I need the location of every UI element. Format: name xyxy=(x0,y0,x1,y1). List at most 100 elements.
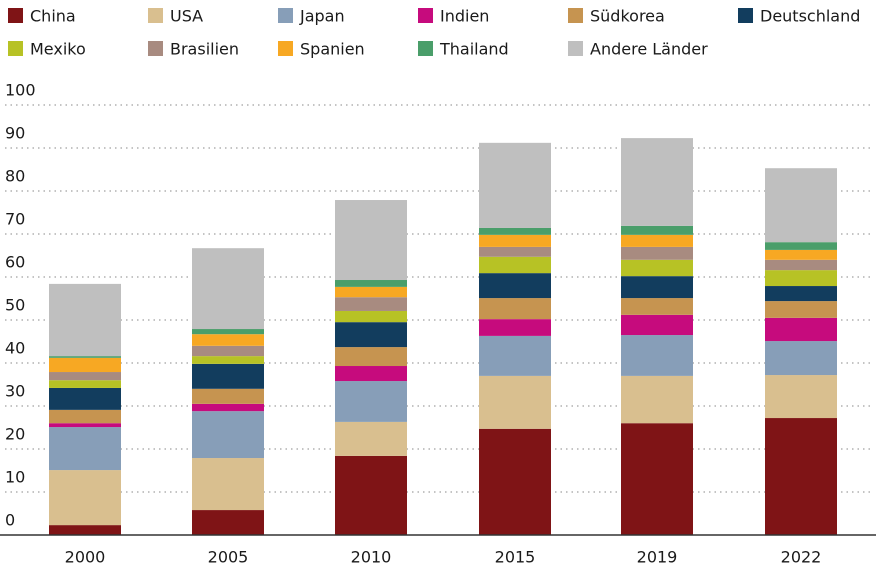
bar-segment xyxy=(479,227,551,235)
y-tick-label: 100 xyxy=(5,81,36,100)
bar-segment xyxy=(765,270,837,287)
bar-segment xyxy=(49,372,121,381)
bar-segment xyxy=(192,356,264,364)
bar-segment xyxy=(479,142,551,228)
bar-segment xyxy=(765,259,837,271)
bar-segment xyxy=(479,428,551,535)
legend-swatch xyxy=(8,8,23,23)
bar-segment xyxy=(765,375,837,419)
legend-swatch xyxy=(148,41,163,56)
bar-segment xyxy=(49,423,121,428)
bar-segment xyxy=(192,363,264,389)
legend-swatch xyxy=(568,8,583,23)
legend-swatch xyxy=(148,8,163,23)
y-tick-label: 10 xyxy=(5,468,25,487)
bar-segment xyxy=(192,248,264,330)
legend-label: Deutschland xyxy=(760,7,860,26)
bar-segment xyxy=(335,286,407,298)
bar-segment xyxy=(192,411,264,459)
y-tick-label: 40 xyxy=(5,339,25,358)
y-tick-label: 50 xyxy=(5,296,25,315)
bar-segment xyxy=(765,168,837,243)
bar-segment xyxy=(192,388,264,404)
bar-segment xyxy=(192,458,264,511)
bar-segment xyxy=(621,276,693,299)
bar-segment xyxy=(621,423,693,535)
y-tick-label: 60 xyxy=(5,253,25,272)
legend-swatch xyxy=(738,8,753,23)
legend-label: Spanien xyxy=(300,40,365,59)
bar-segment xyxy=(49,427,121,471)
bar-segment xyxy=(335,200,407,281)
legend-label: Südkorea xyxy=(590,7,665,26)
legend-label: China xyxy=(30,7,76,26)
bar-segment xyxy=(621,314,693,336)
legend-swatch xyxy=(278,41,293,56)
bar-segment xyxy=(49,356,121,358)
legend-swatch xyxy=(278,8,293,23)
bar-segment xyxy=(621,138,693,226)
bar-segment xyxy=(765,301,837,318)
bar-segment xyxy=(192,329,264,335)
bar-segment xyxy=(335,322,407,348)
bar-segment xyxy=(192,334,264,346)
bar-segment xyxy=(621,375,693,424)
y-tick-label: 20 xyxy=(5,425,25,444)
x-tick-label: 2010 xyxy=(351,548,392,567)
bar-segment xyxy=(765,341,837,376)
x-tick-label: 2000 xyxy=(65,548,106,567)
y-tick-label: 90 xyxy=(5,124,25,143)
bar-segment xyxy=(765,418,837,535)
bar-segment xyxy=(49,470,121,526)
y-tick-label: 80 xyxy=(5,167,25,186)
bar-segment xyxy=(49,525,121,535)
x-tick-label: 2022 xyxy=(781,548,822,567)
bar-segment xyxy=(621,335,693,376)
bar-segment xyxy=(49,380,121,388)
legend-label: Indien xyxy=(440,7,489,26)
bar-segment xyxy=(335,421,407,456)
bar-segment xyxy=(49,387,121,410)
bar-segment xyxy=(479,335,551,376)
bar-segment xyxy=(335,366,407,382)
bar-segment xyxy=(192,510,264,535)
bar-segment xyxy=(335,347,407,367)
legend-swatch xyxy=(418,41,433,56)
bar-segment xyxy=(479,234,551,247)
bar-segment xyxy=(335,297,407,311)
y-tick-label: 30 xyxy=(5,382,25,401)
bar-segment xyxy=(479,246,551,257)
legend-label: Thailand xyxy=(439,40,509,59)
x-tick-label: 2015 xyxy=(495,548,536,567)
bar-segment xyxy=(765,317,837,342)
bar-segment xyxy=(192,403,264,412)
bar-segment xyxy=(621,225,693,235)
legend-swatch xyxy=(418,8,433,23)
bar-segment xyxy=(765,286,837,302)
bar-segment xyxy=(621,246,693,260)
bar-segment xyxy=(335,381,407,422)
bar-segment xyxy=(765,249,837,260)
legend-swatch xyxy=(8,41,23,56)
bar-segment xyxy=(192,345,264,357)
y-tick-label: 70 xyxy=(5,210,25,229)
bar-segment xyxy=(621,298,693,315)
bar-segment xyxy=(479,375,551,429)
bar-segment xyxy=(49,409,121,424)
bar-segment xyxy=(765,242,837,250)
bar-segment xyxy=(479,256,551,274)
bar-segment xyxy=(49,283,121,357)
bar-segment xyxy=(335,310,407,323)
bar-segment xyxy=(621,259,693,277)
legend-label: Japan xyxy=(299,7,345,26)
legend-swatch xyxy=(568,41,583,56)
x-tick-label: 2019 xyxy=(637,548,678,567)
y-tick-label: 0 xyxy=(5,511,15,530)
legend-label: Mexiko xyxy=(30,40,86,59)
bar-segment xyxy=(479,298,551,320)
bar-segment xyxy=(335,455,407,535)
legend-label: Brasilien xyxy=(170,40,239,59)
legend-label: USA xyxy=(170,7,203,26)
bar-segment xyxy=(49,357,121,373)
